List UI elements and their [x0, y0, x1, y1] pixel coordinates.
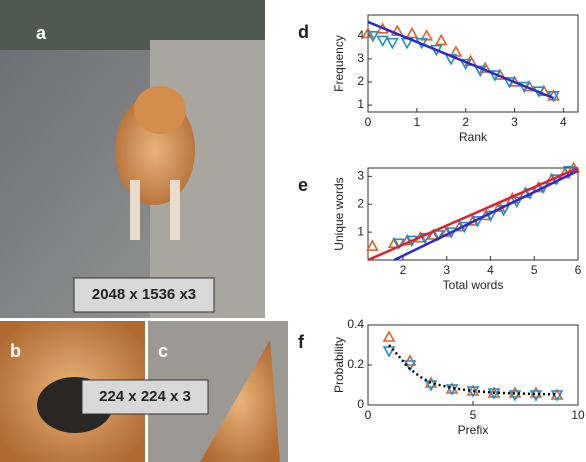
plot-frame	[367, 324, 579, 406]
point	[405, 26, 419, 39]
panel-label: d	[298, 22, 309, 42]
x-tick-label: 3	[511, 115, 518, 129]
point	[529, 386, 543, 398]
x-tick-label: 4	[560, 115, 567, 129]
panel-label: c	[158, 341, 168, 361]
x-tick-label: 5	[470, 408, 477, 422]
x-tick-label: 1	[413, 115, 420, 129]
x-tick-label: 3	[443, 263, 450, 277]
y-axis-label: Probability	[332, 337, 346, 393]
point	[424, 380, 438, 392]
y-tick-label: 1	[357, 97, 364, 111]
x-tick-label: 5	[531, 263, 538, 277]
size-box	[81, 379, 209, 415]
point	[427, 228, 440, 240]
fit-line	[388, 344, 558, 396]
y-tick-label: 2	[357, 196, 364, 210]
x-tick-label: 0	[365, 408, 372, 422]
x-axis-label: Total words	[443, 278, 504, 292]
fit-line	[393, 169, 579, 262]
x-tick-label: 0	[365, 115, 372, 129]
fit-line	[367, 166, 579, 262]
y-tick-label: 0	[357, 397, 364, 411]
y-tick-label: 0.4	[347, 317, 364, 331]
x-axis-label: Prefix	[458, 423, 489, 437]
fit-line	[367, 20, 555, 100]
point	[401, 233, 414, 246]
y-tick-label: 1	[357, 224, 364, 238]
point	[382, 330, 396, 342]
photo-a	[0, 0, 265, 318]
point	[466, 386, 480, 398]
panel-label: a	[36, 23, 47, 43]
panel-label: b	[10, 341, 21, 361]
point	[503, 77, 516, 89]
point	[473, 65, 487, 78]
point	[361, 26, 375, 39]
point	[440, 225, 454, 237]
point	[487, 388, 501, 400]
panel-label: f	[298, 332, 305, 352]
point	[386, 37, 399, 50]
y-tick-label: 2	[357, 74, 364, 88]
y-tick-label: 3	[357, 169, 364, 183]
x-axis-label: Rank	[459, 130, 488, 144]
plot-frame	[367, 14, 579, 113]
x-tick-label: 4	[487, 263, 494, 277]
y-axis-label: Unique words	[332, 177, 346, 250]
point	[478, 61, 492, 73]
x-tick-label: 2	[400, 263, 407, 277]
y-tick-label: 4	[357, 28, 364, 42]
x-tick-label: 6	[575, 263, 582, 277]
point	[508, 386, 522, 398]
y-tick-label: 3	[357, 51, 364, 65]
point	[382, 346, 396, 358]
point	[376, 35, 390, 48]
point	[418, 232, 432, 245]
x-tick-label: 2	[462, 115, 469, 129]
point	[392, 238, 405, 250]
point	[431, 230, 445, 242]
point	[366, 239, 379, 251]
plot-frame	[367, 167, 579, 261]
size-label: 224 x 224 x 3	[99, 388, 191, 405]
point	[434, 33, 448, 46]
point	[366, 30, 380, 43]
point	[424, 376, 438, 388]
point	[403, 360, 417, 372]
panel-label: e	[298, 175, 308, 195]
point	[508, 390, 522, 402]
size-label: 2048 x 1536 x3	[92, 286, 196, 303]
y-axis-label: Frequency	[332, 35, 346, 92]
y-tick-label: 0.2	[347, 357, 364, 371]
x-tick-label: 10	[571, 408, 585, 422]
point	[484, 210, 497, 223]
point	[529, 390, 543, 402]
